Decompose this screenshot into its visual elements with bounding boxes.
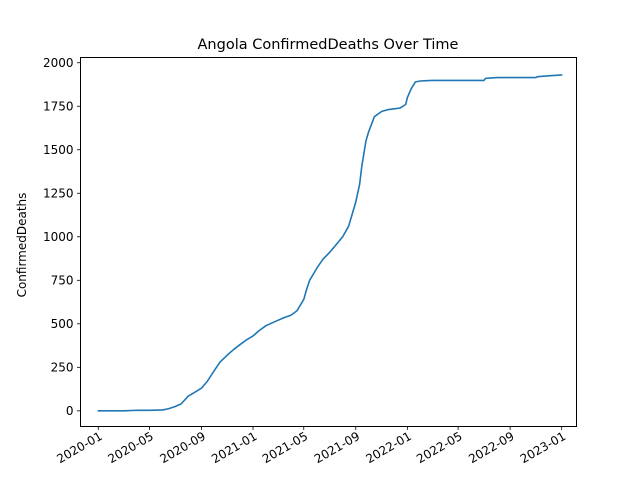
y-tick-label: 1000 <box>43 230 74 244</box>
y-tick-label: 1750 <box>43 100 74 114</box>
series-line-0 <box>97 74 563 412</box>
y-tick-label: 2000 <box>43 56 74 70</box>
y-tick-label: 500 <box>51 317 74 331</box>
y-tick-label: 1500 <box>43 143 74 157</box>
y-tick-label: 250 <box>51 361 74 375</box>
y-tick-label: 0 <box>66 404 74 418</box>
y-axis-label: ConfirmedDeaths <box>15 193 29 298</box>
y-tick-label: 1250 <box>43 187 74 201</box>
y-tick-label: 750 <box>51 274 74 288</box>
axes-frame <box>80 57 577 427</box>
chart-title: Angola ConfirmedDeaths Over Time <box>198 37 459 53</box>
